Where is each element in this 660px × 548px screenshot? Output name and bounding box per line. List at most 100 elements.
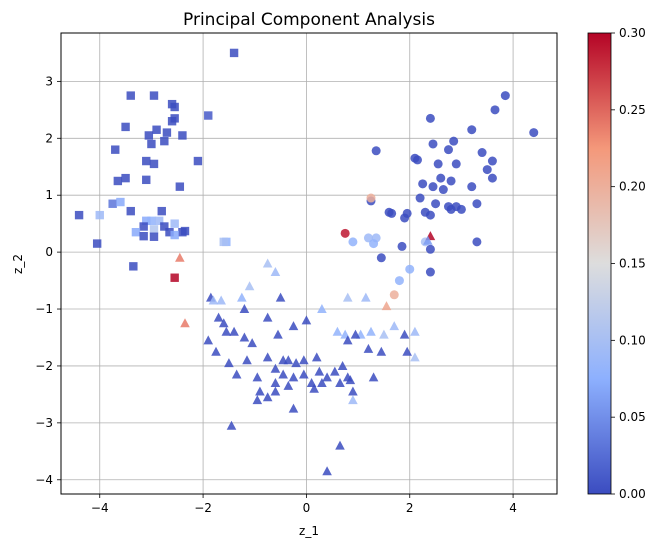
data-point-triangle [314, 366, 325, 376]
x-tick-label: −4 [91, 501, 109, 515]
data-point-square [139, 222, 148, 231]
data-point-triangle [361, 292, 371, 302]
data-point-circle [415, 193, 425, 203]
y-tick-label: −3 [35, 416, 53, 430]
data-point-triangle [218, 318, 229, 328]
data-point-square [193, 156, 203, 166]
data-point-circle [487, 173, 497, 183]
data-point-triangle [348, 395, 358, 405]
data-point-square [142, 175, 151, 185]
plot-frame [60, 32, 558, 495]
data-point-circle [405, 264, 415, 274]
data-point-triangle [275, 292, 286, 302]
data-point-triangle [208, 295, 219, 305]
data-point-triangle [311, 352, 322, 362]
data-point-triangle [322, 466, 332, 476]
y-tick-label: 1 [45, 188, 53, 202]
data-point-triangle [270, 267, 281, 277]
data-point-triangle [270, 363, 281, 373]
data-point-square [152, 125, 161, 134]
data-point-triangle [291, 358, 301, 368]
x-tick-label: −2 [194, 501, 212, 515]
data-point-circle [389, 290, 399, 300]
data-point-circle [490, 105, 500, 115]
data-point-triangle [335, 378, 345, 388]
data-point-triangle [335, 440, 345, 450]
y-axis-label: z_2 [11, 254, 25, 274]
data-point-triangle [368, 372, 379, 382]
data-point-circle [472, 237, 482, 247]
data-point-triangle [239, 304, 250, 314]
data-point-square [142, 156, 151, 166]
data-point-triangle [278, 369, 288, 379]
data-point-square [178, 131, 187, 140]
data-point-triangle [255, 386, 265, 396]
data-point-triangle [399, 329, 410, 339]
data-point-circle [472, 199, 482, 209]
data-point-triangle [342, 292, 353, 302]
colorbar-tick-label: 0.15 [619, 257, 646, 271]
data-point-triangle [348, 386, 358, 396]
data-point-circle [438, 185, 448, 195]
data-point-circle [387, 208, 397, 218]
data-point-triangle [317, 378, 327, 388]
data-point-square [229, 48, 239, 58]
y-tick-label: −4 [35, 473, 53, 487]
data-point-triangle [332, 326, 343, 336]
colorbar-tick-label: 0.00 [619, 487, 646, 501]
data-point-triangle [226, 420, 237, 430]
colorbar-tick-label: 0.05 [619, 410, 646, 424]
colorbar-tick-label: 0.10 [619, 333, 646, 347]
data-point-square [180, 226, 190, 236]
data-point-circle [400, 213, 410, 223]
x-tick-label: 0 [303, 501, 311, 515]
data-point-square [126, 206, 135, 216]
data-point-triangle [381, 301, 392, 311]
data-point-square [157, 206, 166, 216]
data-point-circle [500, 91, 510, 101]
data-point-square [144, 131, 154, 140]
data-point-square [167, 117, 177, 126]
data-point-square [74, 210, 84, 220]
data-point-square [170, 219, 179, 228]
data-point-square [126, 91, 135, 100]
data-point-triangle [299, 369, 309, 379]
data-point-circle [482, 165, 492, 175]
data-point-square [149, 159, 159, 169]
data-point-triangle [288, 403, 299, 413]
data-point-triangle [262, 312, 273, 322]
colorbar-tick-label: 0.20 [619, 180, 646, 194]
y-axis-ticks: −4 −3 −2 −1 0 1 2 3 [35, 74, 61, 487]
x-tick-label: 2 [406, 501, 414, 515]
colorbar [587, 32, 612, 495]
data-point-triangle [337, 360, 348, 370]
data-point-circle [418, 179, 428, 189]
data-point-square [121, 122, 130, 132]
data-point-triangle [283, 380, 294, 390]
data-point-circle [425, 267, 435, 277]
data-point-triangle [410, 352, 420, 362]
data-point-circle [366, 193, 376, 203]
colorbar-tick-label: 0.25 [619, 103, 646, 117]
colorbar-ticks: 0.00 0.05 0.10 0.15 0.20 0.25 0.30 [611, 26, 646, 501]
data-point-circle [371, 146, 381, 156]
colorbar-tick-label: 0.30 [619, 26, 646, 40]
data-point-square [170, 273, 179, 282]
data-point-square [165, 227, 174, 237]
data-point-triangle [262, 392, 273, 402]
y-tick-label: 3 [45, 74, 53, 88]
data-point-triangle [273, 329, 283, 339]
data-point-square [121, 173, 130, 183]
data-point-triangle [244, 281, 255, 291]
x-axis-label: z_1 [299, 524, 319, 538]
data-point-square [147, 216, 156, 226]
data-point-triangle [247, 338, 257, 348]
data-point-square [92, 239, 102, 248]
data-point-triangle [301, 315, 312, 325]
data-point-circle [425, 210, 435, 220]
data-point-square [162, 128, 172, 137]
data-point-triangle [242, 355, 252, 365]
data-point-circle [487, 156, 497, 166]
data-point-triangle [299, 355, 309, 365]
data-point-circle [529, 128, 539, 138]
